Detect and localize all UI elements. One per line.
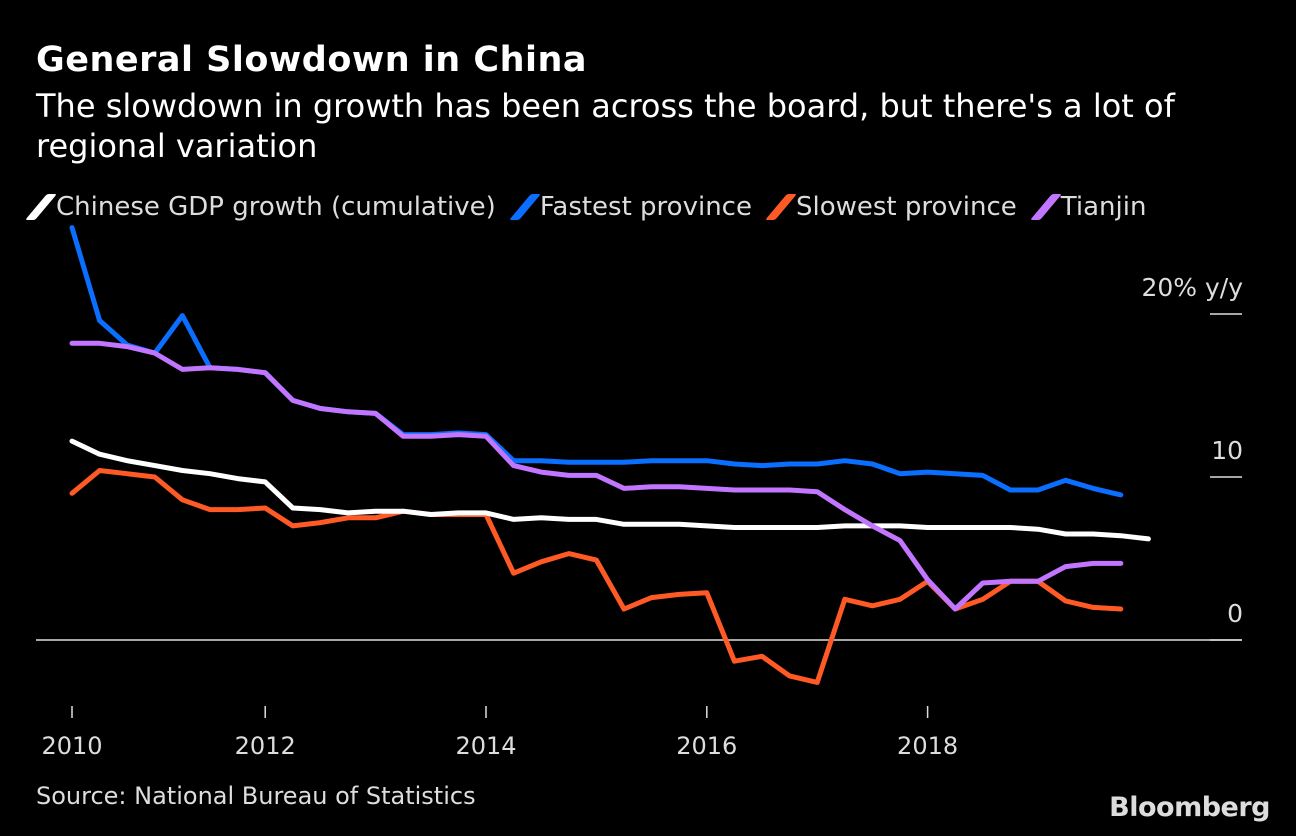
legend-label: Tianjin	[1060, 192, 1147, 222]
legend-label: Chinese GDP growth (cumulative)	[56, 192, 496, 222]
source-note: Source: National Bureau of Statistics	[36, 782, 476, 810]
y-tick-label: 10	[1211, 436, 1243, 465]
series-line-chinese-gdp-growth-cumulative	[69, 438, 1151, 542]
y-tick-label: 0	[1227, 599, 1243, 628]
legend-item-fastest: Fastest province	[508, 192, 752, 222]
series-line-tianjin	[69, 340, 1124, 612]
legend: Chinese GDP growth (cumulative) Fastest …	[25, 192, 1147, 222]
y-tick-label: 20% y/y	[1141, 273, 1243, 302]
legend-item-tianjin: Tianjin	[1029, 192, 1147, 222]
chart-subtitle: The slowdown in growth has been across t…	[36, 87, 1175, 165]
x-tick-label: 2014	[455, 732, 516, 760]
legend-label: Slowest province	[795, 192, 1017, 222]
series-line-fastest-province	[69, 225, 1124, 498]
legend-label: Fastest province	[539, 192, 752, 222]
x-tick-label: 2018	[897, 732, 958, 760]
series-line-slowest-province	[69, 468, 1124, 685]
x-tick-label: 2016	[676, 732, 737, 760]
chart-title: General Slowdown in China	[36, 40, 588, 80]
bloomberg-logo: Bloomberg	[1109, 792, 1270, 823]
legend-item-gdp: Chinese GDP growth (cumulative)	[25, 192, 496, 222]
legend-item-slowest: Slowest province	[765, 192, 1017, 222]
x-tick-label: 2010	[41, 732, 102, 760]
x-tick-label: 2012	[235, 732, 296, 760]
